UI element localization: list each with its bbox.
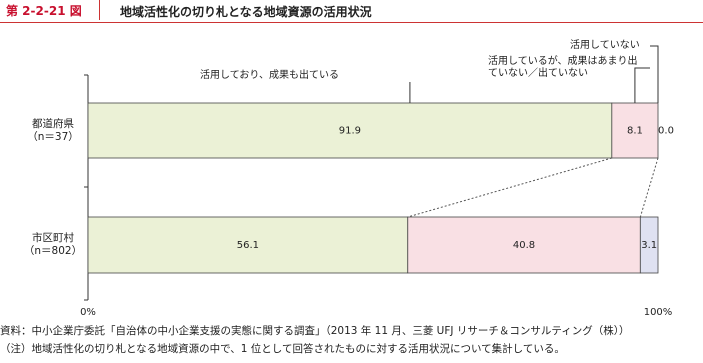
value-label: 0.0	[658, 126, 674, 137]
bar-segment	[87, 102, 613, 159]
connector	[407, 157, 612, 218]
value-label: 56.1	[237, 240, 259, 251]
value-label: 40.8	[513, 240, 535, 251]
connector	[639, 157, 659, 218]
bar-segment	[611, 102, 659, 159]
legend-label: 活用しており、成果も出ている	[200, 70, 339, 81]
value-label: 91.9	[339, 126, 361, 137]
callout	[650, 45, 659, 103]
legend-label: 活用しているが、成果はあまり出ていない／出ていない	[488, 56, 638, 79]
note: （注）地域活性化の切り札となる地域資源の中で、1 位として回答されたものに対する…	[0, 343, 565, 355]
header-rule	[0, 22, 703, 23]
category-label: 市区町村 （n＝802）	[23, 232, 83, 257]
value-label: 3.1	[641, 240, 657, 251]
bar-segment	[639, 216, 659, 274]
figure-number: 第 2-2-21 図	[0, 0, 100, 20]
x-tick-label: 100%	[644, 307, 673, 318]
source: 資料：中小企業庁委託「自治体の中小企業支援の実態に関する調査」（2013 年 1…	[0, 325, 630, 337]
callout	[634, 67, 650, 103]
category-label: 都道府県 （n＝37）	[27, 117, 79, 143]
bar-segment	[87, 216, 409, 274]
value-label: 8.1	[627, 126, 643, 137]
legend-label: 活用していない	[570, 40, 640, 51]
figure-title: 地域活性化の切り札となる地域資源の活用状況	[120, 5, 372, 19]
x-tick-label: 0%	[80, 307, 96, 318]
